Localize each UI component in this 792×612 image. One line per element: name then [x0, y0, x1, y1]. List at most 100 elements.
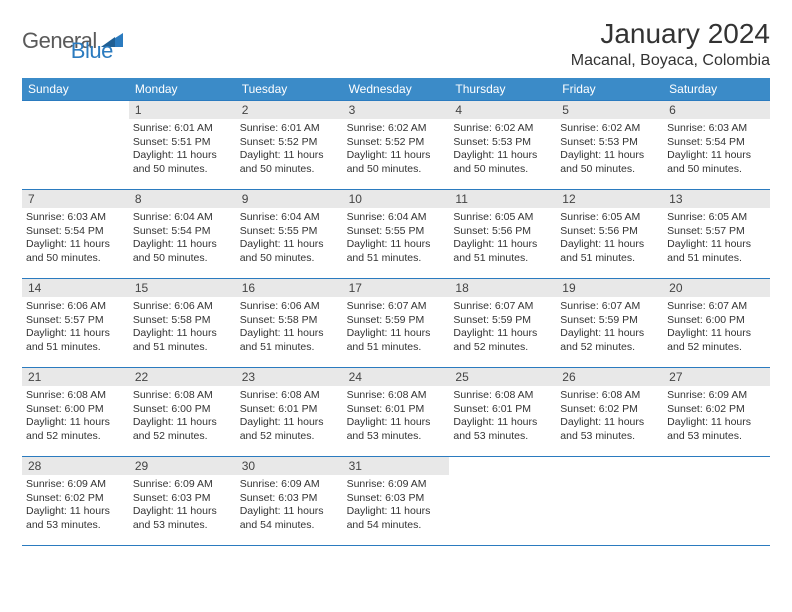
week-row: 1Sunrise: 6:01 AMSunset: 5:51 PMDaylight…: [22, 100, 770, 190]
sunset-text: Sunset: 6:00 PM: [26, 403, 125, 417]
day-cell: 10 Sunrise: 6:04 AMSunset: 5:55 PMDayligh…: [343, 190, 450, 278]
sunset-text: Sunset: 6:01 PM: [240, 403, 339, 417]
day-number: 10: [343, 190, 450, 208]
sunrise-text: Sunrise: 6:03 AM: [26, 211, 125, 225]
day-details: Sunrise: 6:01 AMSunset: 5:51 PMDaylight:…: [133, 122, 232, 177]
day-number: 30: [236, 457, 343, 475]
sunrise-text: Sunrise: 6:04 AM: [133, 211, 232, 225]
sunset-text: Sunset: 5:56 PM: [453, 225, 552, 239]
sunset-text: Sunset: 6:03 PM: [347, 492, 446, 506]
day-number: 6: [663, 101, 770, 119]
day-cell: 8Sunrise: 6:04 AMSunset: 5:54 PMDaylight…: [129, 190, 236, 278]
daylight-text: Daylight: 11 hours and 50 minutes.: [133, 149, 232, 176]
sunrise-text: Sunrise: 6:09 AM: [133, 478, 232, 492]
sunrise-text: Sunrise: 6:09 AM: [26, 478, 125, 492]
daylight-text: Daylight: 11 hours and 52 minutes.: [133, 416, 232, 443]
sunrise-text: Sunrise: 6:07 AM: [347, 300, 446, 314]
day-cell: 21Sunrise: 6:08 AMSunset: 6:00 PMDayligh…: [22, 368, 129, 456]
day-cell: 12Sunrise: 6:05 AMSunset: 5:56 PMDayligh…: [556, 190, 663, 278]
day-cell: 17 Sunrise: 6:07 AMSunset: 5:59 PMDayligh…: [343, 279, 450, 367]
sunrise-text: Sunrise: 6:06 AM: [240, 300, 339, 314]
sunset-text: Sunset: 6:00 PM: [667, 314, 766, 328]
day-details: Sunrise: 6:06 AMSunset: 5:57 PMDaylight:…: [26, 300, 125, 355]
weekday-label: Saturday: [663, 78, 770, 100]
day-cell: 7 Sunrise: 6:03 AMSunset: 5:54 PMDaylight…: [22, 190, 129, 278]
daylight-text: Daylight: 11 hours and 52 minutes.: [560, 327, 659, 354]
sunset-text: Sunset: 5:52 PM: [240, 136, 339, 150]
daylight-text: Daylight: 11 hours and 50 minutes.: [240, 149, 339, 176]
day-details: Sunrise: 6:02 AMSunset: 5:53 PMDaylight:…: [453, 122, 552, 177]
day-cell: 29Sunrise: 6:09 AMSunset: 6:03 PMDayligh…: [129, 457, 236, 545]
day-number: [556, 457, 663, 475]
sunrise-text: Sunrise: 6:06 AM: [26, 300, 125, 314]
sunset-text: Sunset: 5:57 PM: [26, 314, 125, 328]
daylight-text: Daylight: 11 hours and 52 minutes.: [453, 327, 552, 354]
daylight-text: Daylight: 11 hours and 51 minutes.: [240, 327, 339, 354]
header-row: General Blue January 2024 Macanal, Boyac…: [22, 18, 770, 70]
weekday-label: Monday: [129, 78, 236, 100]
day-cell: [556, 457, 663, 545]
day-details: Sunrise: 6:03 AMSunset: 5:54 PMDaylight:…: [26, 211, 125, 266]
week-row: 21Sunrise: 6:08 AMSunset: 6:00 PMDayligh…: [22, 368, 770, 457]
day-cell: 5Sunrise: 6:02 AMSunset: 5:53 PMDaylight…: [556, 101, 663, 189]
day-details: Sunrise: 6:02 AMSunset: 5:53 PMDaylight:…: [560, 122, 659, 177]
day-cell: 28Sunrise: 6:09 AMSunset: 6:02 PMDayligh…: [22, 457, 129, 545]
sunrise-text: Sunrise: 6:08 AM: [133, 389, 232, 403]
day-cell: 30 Sunrise: 6:09 AMSunset: 6:03 PMDayligh…: [236, 457, 343, 545]
day-number: 15: [129, 279, 236, 297]
daylight-text: Daylight: 11 hours and 50 minutes.: [347, 149, 446, 176]
day-number: 8: [129, 190, 236, 208]
sunset-text: Sunset: 5:53 PM: [560, 136, 659, 150]
day-number: 17: [343, 279, 450, 297]
day-number: 21: [22, 368, 129, 386]
daylight-text: Daylight: 11 hours and 53 minutes.: [347, 416, 446, 443]
day-number: 2: [236, 101, 343, 119]
day-details: Sunrise: 6:08 AMSunset: 6:02 PMDaylight:…: [560, 389, 659, 444]
day-number: [449, 457, 556, 475]
daylight-text: Daylight: 11 hours and 53 minutes.: [453, 416, 552, 443]
day-details: Sunrise: 6:09 AMSunset: 6:03 PMDaylight:…: [240, 478, 339, 533]
sunset-text: Sunset: 5:54 PM: [133, 225, 232, 239]
logo-word2: Blue: [71, 38, 113, 64]
sunrise-text: Sunrise: 6:07 AM: [560, 300, 659, 314]
day-number: 4: [449, 101, 556, 119]
sunset-text: Sunset: 5:55 PM: [347, 225, 446, 239]
day-number: 13: [663, 190, 770, 208]
day-number: 7: [22, 190, 129, 208]
calendar: Sunday Monday Tuesday Wednesday Thursday…: [22, 78, 770, 546]
day-details: Sunrise: 6:07 AMSunset: 5:59 PMDaylight:…: [347, 300, 446, 355]
day-number: [22, 101, 129, 119]
week-row: 14Sunrise: 6:06 AMSunset: 5:57 PMDayligh…: [22, 279, 770, 368]
day-details: Sunrise: 6:02 AMSunset: 5:52 PMDaylight:…: [347, 122, 446, 177]
day-cell: 14Sunrise: 6:06 AMSunset: 5:57 PMDayligh…: [22, 279, 129, 367]
sunset-text: Sunset: 5:52 PM: [347, 136, 446, 150]
daylight-text: Daylight: 11 hours and 54 minutes.: [240, 505, 339, 532]
day-details: Sunrise: 6:05 AMSunset: 5:56 PMDaylight:…: [560, 211, 659, 266]
sunset-text: Sunset: 6:02 PM: [667, 403, 766, 417]
daylight-text: Daylight: 11 hours and 53 minutes.: [667, 416, 766, 443]
day-details: Sunrise: 6:08 AMSunset: 6:01 PMDaylight:…: [240, 389, 339, 444]
day-details: Sunrise: 6:08 AMSunset: 6:00 PMDaylight:…: [133, 389, 232, 444]
day-cell: 2Sunrise: 6:01 AMSunset: 5:52 PMDaylight…: [236, 101, 343, 189]
sunset-text: Sunset: 6:01 PM: [453, 403, 552, 417]
day-cell: 22Sunrise: 6:08 AMSunset: 6:00 PMDayligh…: [129, 368, 236, 456]
day-details: Sunrise: 6:07 AMSunset: 5:59 PMDaylight:…: [453, 300, 552, 355]
daylight-text: Daylight: 11 hours and 53 minutes.: [26, 505, 125, 532]
sunrise-text: Sunrise: 6:08 AM: [347, 389, 446, 403]
day-cell: 11Sunrise: 6:05 AMSunset: 5:56 PMDayligh…: [449, 190, 556, 278]
day-cell: 13 Sunrise: 6:05 AMSunset: 5:57 PMDayligh…: [663, 190, 770, 278]
day-number: 28: [22, 457, 129, 475]
day-details: Sunrise: 6:04 AMSunset: 5:55 PMDaylight:…: [347, 211, 446, 266]
day-cell: 1Sunrise: 6:01 AMSunset: 5:51 PMDaylight…: [129, 101, 236, 189]
day-cell: 4 Sunrise: 6:02 AMSunset: 5:53 PMDaylight…: [449, 101, 556, 189]
day-number: 25: [449, 368, 556, 386]
day-details: Sunrise: 6:05 AMSunset: 5:57 PMDaylight:…: [667, 211, 766, 266]
day-number: 23: [236, 368, 343, 386]
month-title: January 2024: [571, 18, 770, 50]
sunrise-text: Sunrise: 6:07 AM: [453, 300, 552, 314]
day-details: Sunrise: 6:07 AMSunset: 5:59 PMDaylight:…: [560, 300, 659, 355]
day-details: Sunrise: 6:03 AMSunset: 5:54 PMDaylight:…: [667, 122, 766, 177]
sunrise-text: Sunrise: 6:01 AM: [133, 122, 232, 136]
sunrise-text: Sunrise: 6:02 AM: [560, 122, 659, 136]
sunset-text: Sunset: 5:53 PM: [453, 136, 552, 150]
